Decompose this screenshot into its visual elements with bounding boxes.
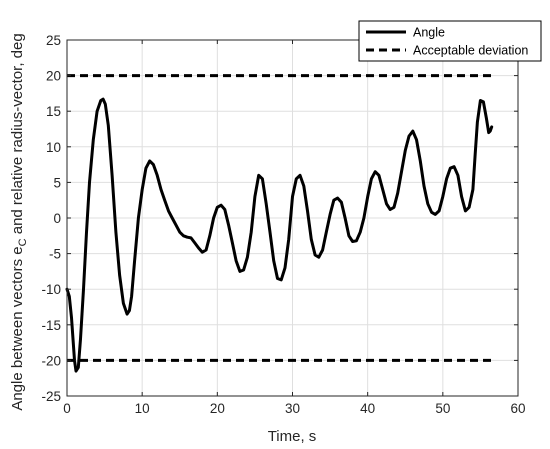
y-tick-label: 0 (53, 211, 61, 226)
tick-labels: 0 10 20 30 40 50 60 -25 -20 -15 -10 -5 0 5 10 15 20 25 (41, 33, 525, 416)
y-tick-label: 5 (53, 175, 61, 190)
y-tick-label: -10 (41, 282, 61, 297)
x-tick-label: 0 (63, 401, 71, 416)
legend: Angle Acceptable deviation (358, 20, 542, 62)
y-tick-label: -15 (41, 318, 61, 333)
y-axis-title-prefix: Angle between vectors e (9, 246, 26, 410)
y-tick-label: 15 (46, 104, 61, 119)
y-axis-title-subscript: C (17, 238, 29, 246)
x-tick-label: 50 (435, 401, 450, 416)
x-tick-label: 20 (210, 401, 225, 416)
y-tick-label: 20 (46, 69, 61, 84)
y-tick-label: -20 (41, 353, 61, 368)
x-axis-title: Time, s (268, 428, 317, 445)
x-tick-label: 30 (285, 401, 300, 416)
legend-box (358, 20, 542, 62)
legend-label-angle: Angle (413, 26, 445, 40)
x-tick-label: 40 (360, 401, 375, 416)
x-tick-label: 10 (135, 401, 150, 416)
legend-label-acceptable-deviation: Acceptable deviation (413, 44, 528, 58)
series-layer (65, 74, 494, 373)
y-tick-label: 25 (46, 33, 61, 48)
y-tick-label: -25 (41, 389, 61, 404)
y-axis-title-suffix: and relative radius-vector, deg (9, 33, 26, 238)
y-axis-title: Angle between vectors eC and relative ra… (9, 33, 29, 410)
y-tick-label: -5 (49, 247, 61, 262)
x-tick-label: 60 (510, 401, 525, 416)
series-line-angle (65, 97, 494, 373)
y-tick-label: 10 (46, 140, 61, 155)
